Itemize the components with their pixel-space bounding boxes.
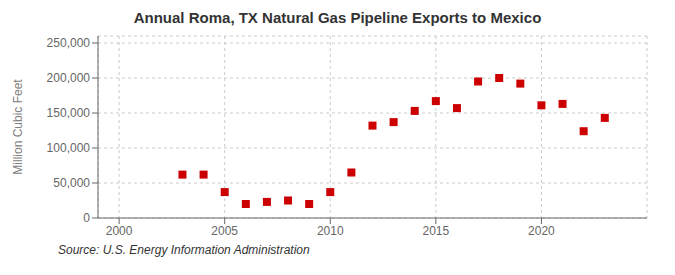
svg-text:150,000: 150,000 <box>47 106 91 120</box>
svg-text:200,000: 200,000 <box>47 71 91 85</box>
svg-text:2005: 2005 <box>211 224 238 238</box>
svg-text:2015: 2015 <box>422 224 449 238</box>
svg-text:Million Cubic Feet: Million Cubic Feet <box>11 79 25 175</box>
svg-text:2000: 2000 <box>106 224 133 238</box>
svg-text:50,000: 50,000 <box>53 176 90 190</box>
svg-text:2020: 2020 <box>528 224 555 238</box>
svg-text:100,000: 100,000 <box>47 141 91 155</box>
svg-text:2010: 2010 <box>317 224 344 238</box>
svg-text:250,000: 250,000 <box>47 36 91 50</box>
html-text:Source: U.S. Energy Informatio: Source: U.S. Energy Information Administ… <box>58 243 310 257</box>
html-text:Annual Roma, TX Natural Gas Pi: Annual Roma, TX Natural Gas Pipeline Exp… <box>133 9 542 26</box>
svg-text:0: 0 <box>83 211 90 225</box>
